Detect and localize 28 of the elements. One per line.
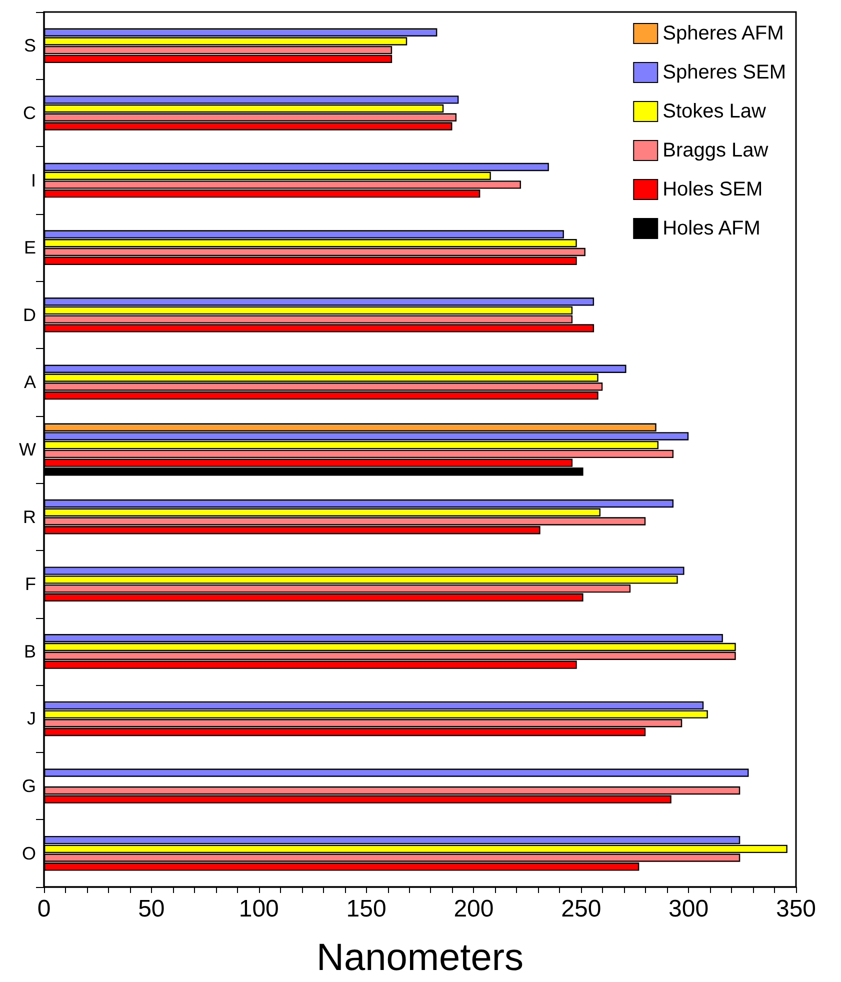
x-tick-label: 100 — [238, 896, 279, 922]
legend-label: Holes AFM — [662, 218, 760, 240]
y-tick-label: S — [24, 36, 36, 56]
x-tick-label: 250 — [561, 896, 602, 922]
legend-label: Braggs Law — [662, 140, 769, 162]
x-tick-label: 350 — [776, 896, 816, 922]
x-tick-label: 150 — [346, 896, 386, 922]
y-tick-label: R — [23, 506, 36, 527]
y-tick-label: A — [24, 372, 36, 392]
y-tick-label: J — [27, 708, 36, 729]
legend-label: Spheres AFM — [662, 22, 784, 44]
y-tick-label: B — [24, 641, 36, 662]
x-axis-title: Nanometers — [316, 937, 524, 979]
y-tick-label: D — [23, 304, 36, 325]
legend-label: Stokes Law — [662, 100, 767, 122]
y-tick-label: I — [30, 170, 36, 190]
y-tick-label: W — [19, 440, 36, 460]
x-tick-label: 200 — [454, 896, 494, 922]
y-tick-label: E — [24, 238, 36, 258]
x-tick-label: 50 — [138, 896, 165, 922]
legend-label: Holes SEM — [662, 178, 763, 200]
y-tick-label: O — [22, 843, 36, 864]
legend-label: Spheres SEM — [662, 62, 786, 84]
y-tick-label: G — [22, 776, 36, 796]
x-tick-label: 300 — [668, 896, 709, 922]
y-tick-label: F — [25, 574, 36, 594]
x-tick-label: 0 — [37, 896, 51, 922]
y-tick-label: C — [23, 102, 36, 123]
